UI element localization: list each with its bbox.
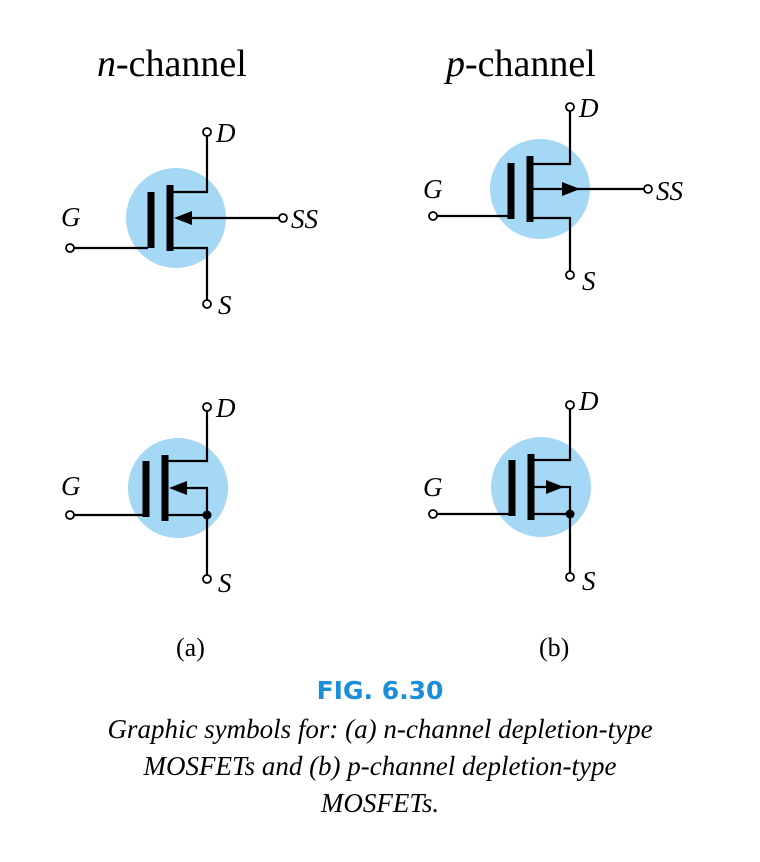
source-label: S [582, 266, 596, 296]
gate-terminal [65, 510, 75, 520]
drain-terminal [202, 402, 212, 412]
figure-caption: Graphic symbols for: (a) n-channel deple… [30, 711, 730, 822]
caption-line: MOSFETs and (b) p-channel depletion-type [143, 751, 617, 781]
p-channel-header: p-channel [446, 42, 596, 86]
source-label: S [218, 290, 232, 320]
n-channel-tied-symbol: D G S [61, 393, 236, 598]
n-channel-letter: n [97, 43, 116, 85]
drain-label: D [215, 118, 236, 148]
substrate-lead [183, 486, 209, 515]
source-terminal [202, 574, 212, 584]
gate-label: G [61, 202, 81, 232]
gate-terminal [428, 211, 438, 221]
substrate-terminal [278, 213, 288, 223]
gate-terminal [65, 243, 75, 253]
p-channel-tied-symbol: D G S [423, 386, 599, 596]
source-terminal [565, 270, 575, 280]
drain-label: D [578, 386, 599, 416]
drain-lead [533, 111, 572, 166]
p-channel-ss-symbol: D G S SS [423, 93, 684, 296]
gate-terminal [428, 509, 438, 519]
gate-label: G [61, 471, 81, 501]
arrow-outward-icon [546, 480, 564, 494]
drain-lead [168, 411, 209, 463]
drain-label: D [215, 393, 236, 423]
junction-dot [202, 510, 212, 520]
arrow-outward-icon [562, 182, 580, 196]
figure-title: FIG. 6.30 [316, 676, 444, 705]
drain-label: D [578, 93, 599, 123]
p-channel-suffix: -channel [465, 43, 596, 85]
substrate-label: SS [656, 176, 684, 206]
caption-line: Graphic symbols for: (a) n-channel deple… [107, 714, 653, 744]
drain-lead [173, 136, 209, 194]
substrate-terminal [643, 184, 653, 194]
junction-dot [565, 509, 575, 519]
sublabel-b: (b) [539, 633, 569, 662]
sublabel-a: (a) [176, 633, 205, 662]
p-channel-letter: p [446, 43, 465, 85]
source-label: S [218, 568, 232, 598]
drain-terminal [565, 400, 575, 410]
source-terminal [565, 572, 575, 582]
arrow-inward-icon [174, 211, 192, 225]
substrate-label: SS [291, 204, 319, 234]
gate-label: G [423, 472, 443, 502]
source-label: S [582, 566, 596, 596]
drain-terminal [565, 102, 575, 112]
source-lead [173, 246, 209, 300]
arrow-inward-icon [169, 481, 187, 495]
n-channel-ss-symbol: D G S SS [61, 118, 319, 320]
source-lead [533, 216, 572, 271]
source-terminal [202, 299, 212, 309]
drain-lead [534, 409, 572, 462]
n-channel-header: n-channel [97, 42, 247, 86]
drain-terminal [202, 127, 212, 137]
n-channel-suffix: -channel [116, 43, 247, 85]
caption-line: MOSFETs. [320, 788, 440, 818]
gate-label: G [423, 174, 443, 204]
